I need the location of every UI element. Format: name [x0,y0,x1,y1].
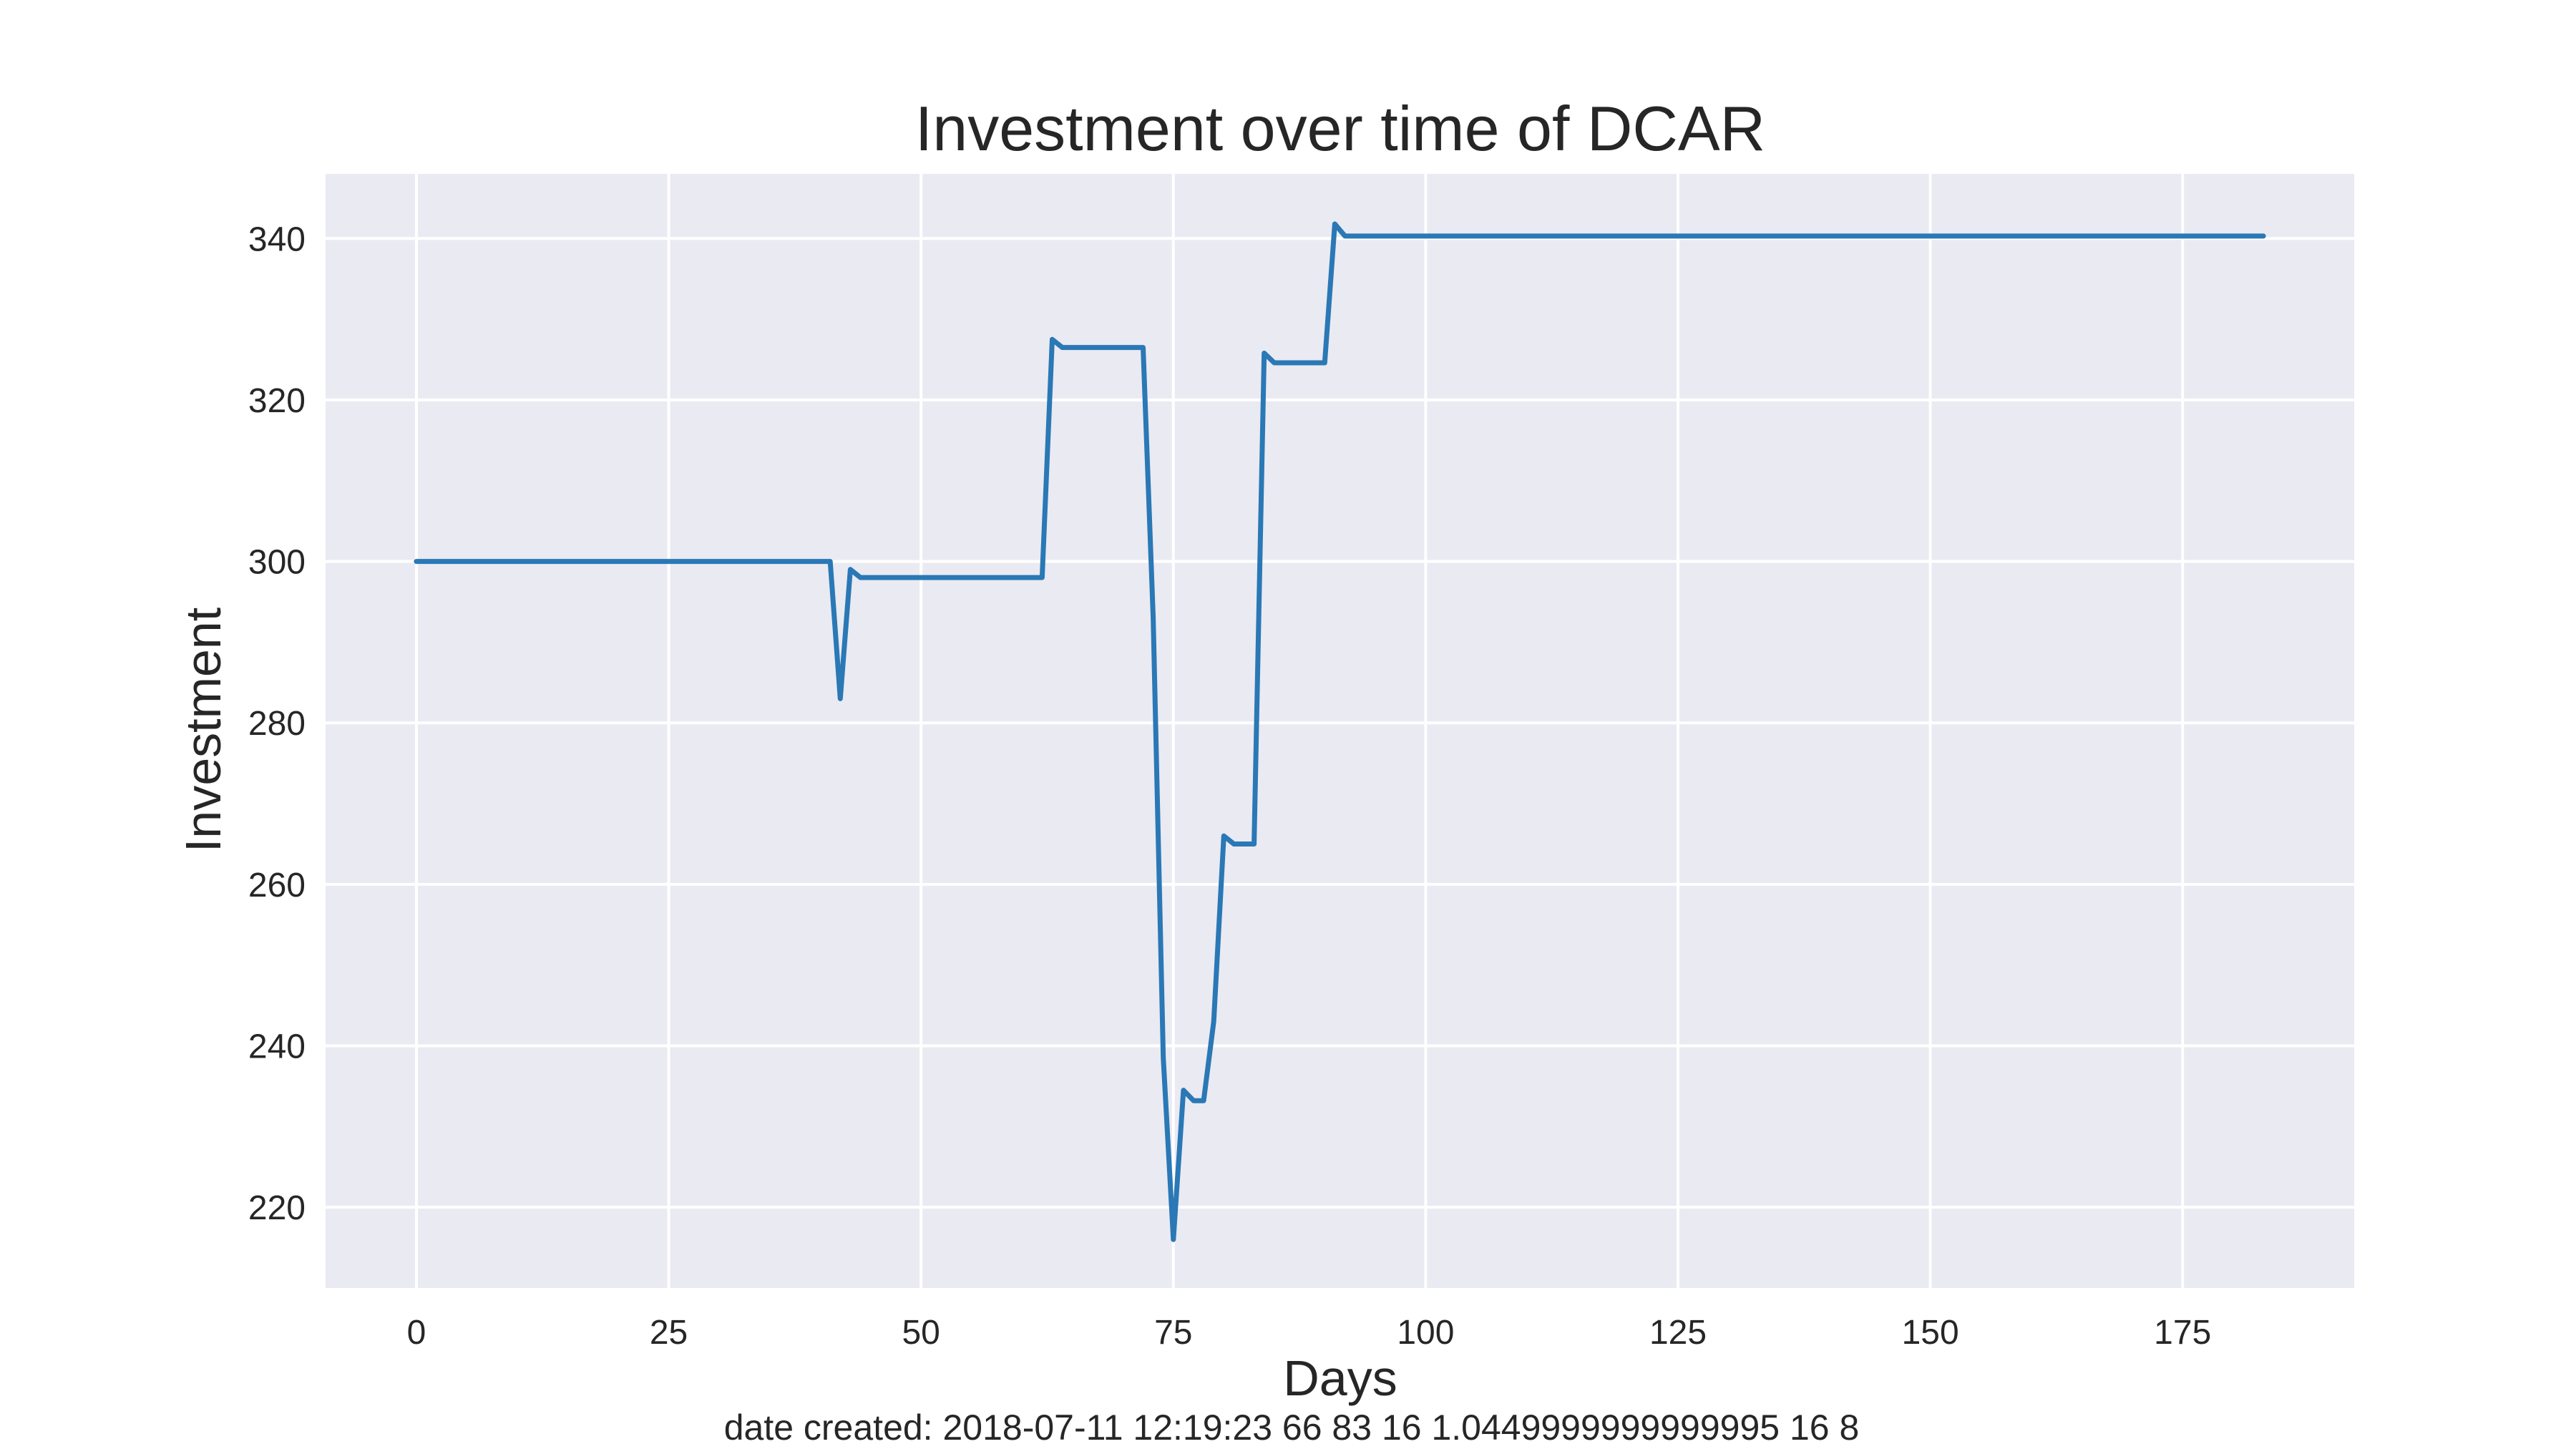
x-tick-label-175: 175 [2154,1314,2211,1352]
x-tick-label-50: 50 [902,1314,940,1352]
plot-area [326,174,2354,1288]
series-line-0 [414,221,2266,1242]
y-tick-label-340: 340 [248,220,306,258]
x-gridlines [414,174,2185,1288]
y-gridlines [326,237,2354,1209]
y-tick-label-220: 220 [248,1189,306,1227]
x-tick-label-100: 100 [1397,1314,1454,1352]
y-tick-label-320: 320 [248,382,306,420]
y-tick-label-300: 300 [248,544,306,582]
x-axis-label: Days [1283,1350,1397,1406]
series-layer [414,221,2266,1242]
x-tick-label-75: 75 [1154,1314,1192,1352]
x-tick-label-125: 125 [1649,1314,1707,1352]
y-axis-label: Investment [175,608,231,852]
y-tick-label-260: 260 [248,867,306,904]
x-tick-labels: 0 25 50 75 100 125 150 175 [407,1314,2212,1352]
chart-title: Investment over time of DCAR [915,93,1765,164]
x-tick-label-0: 0 [407,1314,426,1352]
x-tick-label-25: 25 [650,1314,688,1352]
x-tick-label-150: 150 [1902,1314,1959,1352]
y-tick-labels: 220 240 260 280 300 320 340 [248,220,306,1227]
y-tick-label-280: 280 [248,705,306,743]
y-tick-label-240: 240 [248,1028,306,1066]
